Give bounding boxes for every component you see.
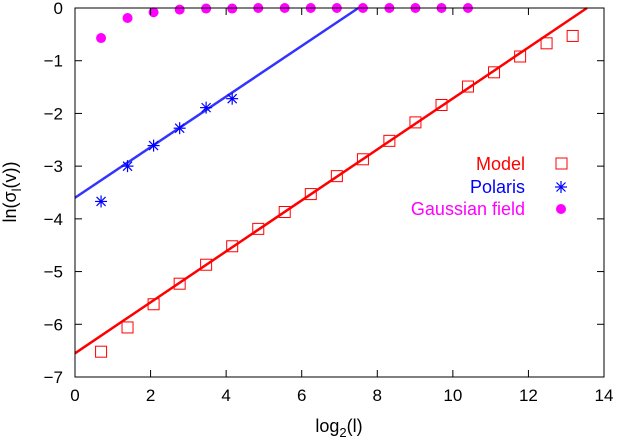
point-model: [226, 240, 239, 253]
point-polaris: [121, 160, 134, 173]
plot-frame: [74, 7, 605, 378]
y-tick-label: −3: [44, 157, 63, 176]
x-tick-label: 10: [443, 386, 462, 405]
point-model: [95, 345, 108, 358]
data-points: [95, 3, 579, 358]
point-model: [121, 321, 134, 334]
x-tick-label: 0: [70, 386, 79, 405]
point-polaris: [200, 101, 213, 114]
point-polaris: [95, 195, 108, 208]
legend-marker-polaris: [555, 181, 567, 193]
point-model: [356, 153, 369, 166]
fit-line-polaris: [74, 6, 360, 199]
x-axis-title-sub: 2: [339, 425, 346, 440]
y-tick-label: −7: [44, 368, 63, 387]
legend-label-model: Model: [476, 154, 525, 174]
point-model: [383, 134, 396, 147]
x-tick-label: 4: [221, 386, 230, 405]
legend-marker-gaussian-field: [556, 204, 566, 214]
x-tick-label: 14: [595, 386, 614, 405]
y-axis-title-sub: l: [9, 188, 24, 191]
point-gaussian-field: [201, 3, 212, 14]
x-tick-label: 12: [519, 386, 538, 405]
y-tick-label: −2: [44, 104, 63, 123]
x-tick-label: 8: [373, 386, 382, 405]
point-gaussian-field: [96, 33, 107, 44]
tick-labels: 0 2 4 6 8 10 12 14 −7 −6 −5 −4 −3 −2 −1 0: [44, 0, 614, 405]
point-gaussian-field: [148, 7, 159, 18]
point-model: [278, 206, 291, 219]
x-axis-title-base: log: [315, 416, 339, 436]
legend-label-gaussian-field: Gaussian field: [411, 199, 525, 219]
y-tick-label: −6: [44, 315, 63, 334]
point-polaris: [173, 122, 186, 135]
point-model: [435, 98, 448, 111]
point-polaris: [226, 92, 239, 105]
x-tick-label: 6: [297, 386, 306, 405]
legend-label-polaris: Polaris: [470, 177, 525, 197]
point-model: [514, 50, 527, 63]
y-tick-label: −4: [44, 210, 63, 229]
point-model: [330, 170, 343, 183]
y-axis-title: ln(σl(v)): [0, 162, 24, 223]
point-model: [409, 116, 422, 129]
point-gaussian-field: [174, 4, 185, 15]
point-model: [173, 277, 186, 290]
legend: Model Polaris Gaussian field: [411, 154, 568, 219]
x-tick-label: 2: [146, 386, 155, 405]
point-model: [566, 29, 579, 42]
y-tick-label: 0: [54, 0, 63, 18]
y-tick-label: −1: [44, 52, 63, 71]
point-polaris: [147, 139, 160, 152]
point-model: [147, 298, 160, 311]
x-axis-title: log2(l): [315, 416, 362, 440]
y-axis-title-head: ln(σ: [0, 191, 20, 222]
point-model: [461, 80, 474, 93]
x-axis-title-tail: (l): [347, 416, 363, 436]
point-gaussian-field: [227, 3, 238, 14]
point-gaussian-field: [122, 13, 133, 24]
point-model: [304, 188, 317, 201]
legend-marker-model: [555, 157, 568, 170]
y-tick-label: −5: [44, 263, 63, 282]
y-axis-title-tail: (v)): [0, 162, 20, 189]
point-model: [200, 258, 213, 271]
point-model: [252, 222, 265, 235]
point-model: [540, 37, 553, 50]
point-model: [488, 66, 501, 79]
